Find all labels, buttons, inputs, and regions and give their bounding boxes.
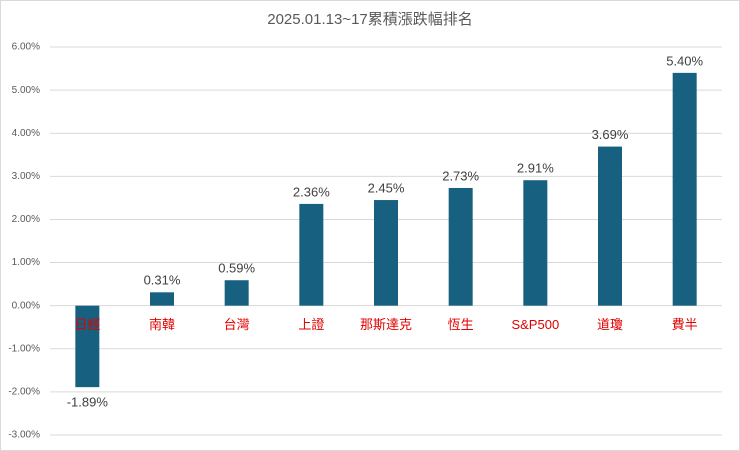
- x-tick-label: 那斯達克: [360, 317, 412, 332]
- value-label: 2.73%: [442, 168, 479, 183]
- value-label: -1.89%: [67, 395, 109, 410]
- bar: [224, 280, 249, 306]
- y-tick-label: 0.00%: [12, 300, 40, 311]
- y-tick-label: -1.00%: [8, 343, 40, 354]
- value-label: 2.36%: [293, 184, 330, 199]
- x-tick-label: S&P500: [511, 317, 559, 332]
- y-tick-label: 2.00%: [12, 214, 40, 225]
- bar: [672, 72, 697, 306]
- value-label: 0.31%: [144, 273, 181, 288]
- x-tick-label: 日經: [74, 317, 100, 332]
- bar: [299, 203, 324, 306]
- x-tick-label: 費半: [672, 317, 698, 332]
- x-tick-label: 道瓊: [597, 317, 623, 332]
- y-tick-label: -2.00%: [8, 387, 40, 398]
- value-label: 2.91%: [517, 161, 554, 176]
- bar: [598, 146, 622, 306]
- x-tick-label: 南韓: [149, 317, 175, 332]
- x-tick-label: 恆生: [448, 317, 474, 332]
- value-label: 5.40%: [666, 53, 703, 68]
- y-tick-label: -3.00%: [8, 430, 40, 441]
- bar: [523, 180, 548, 306]
- y-tick-label: 4.00%: [12, 128, 40, 139]
- y-tick-label: 6.00%: [12, 42, 40, 53]
- x-tick-label: 上證: [298, 317, 324, 332]
- y-tick-label: 3.00%: [12, 171, 40, 182]
- chart-title: 2025.01.13~17累積漲跌幅排名: [267, 11, 473, 28]
- value-label: 0.59%: [218, 261, 255, 276]
- y-tick-label: 5.00%: [12, 85, 40, 96]
- value-label: 2.45%: [368, 180, 405, 195]
- x-tick-label: 台灣: [224, 317, 250, 332]
- value-label: 3.69%: [592, 127, 629, 142]
- bar: [448, 187, 473, 306]
- y-tick-label: 1.00%: [12, 257, 40, 268]
- bar: [75, 305, 100, 388]
- bar: [374, 200, 398, 306]
- bar: [150, 292, 174, 306]
